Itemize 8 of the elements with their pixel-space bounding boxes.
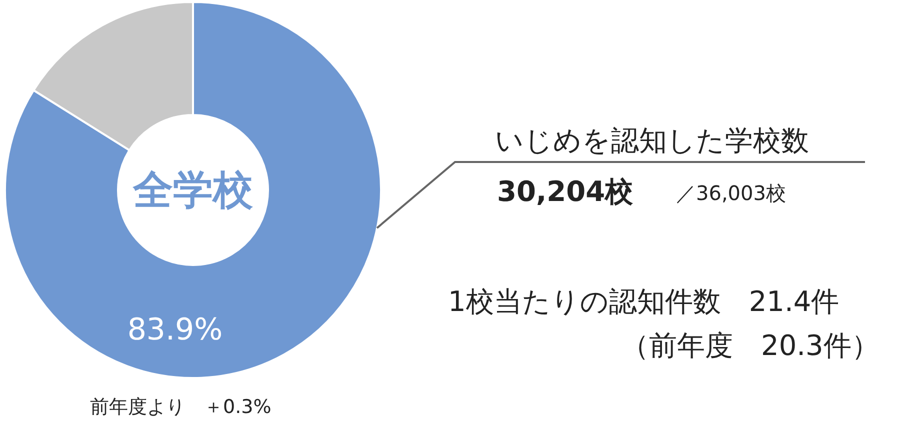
text: 前年度より ＋0.3%	[90, 395, 272, 420]
text: ／36,003校	[676, 180, 786, 207]
text: （前年度 20.3件）	[621, 328, 880, 364]
text: 30,204校	[497, 174, 634, 210]
data-label: 83.9%	[127, 312, 223, 348]
text: 1校当たりの認知件数 21.4件	[448, 284, 840, 320]
text: いじめを認知した学校数	[495, 123, 809, 159]
text: 全学校	[133, 166, 253, 216]
